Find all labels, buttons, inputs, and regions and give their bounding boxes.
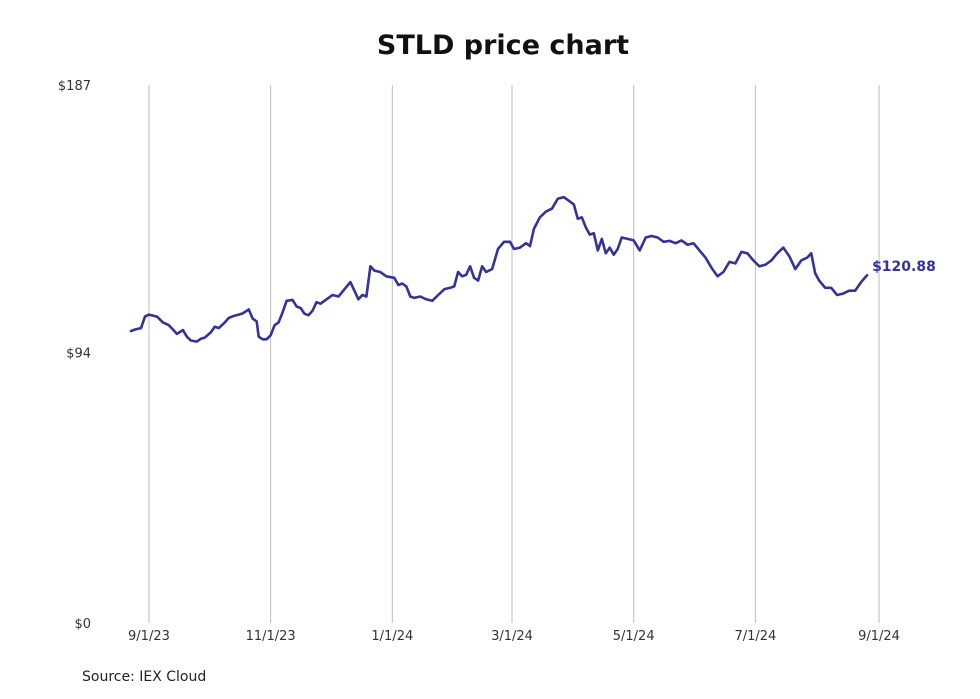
- gridlines: [148, 85, 880, 623]
- x-tick-label: 11/1/23: [246, 629, 296, 644]
- x-tick-label: 1/1/24: [371, 629, 413, 644]
- x-tick-label: 7/1/24: [734, 629, 776, 644]
- y-tick-label: $94: [66, 347, 91, 362]
- y-axis-ticks: $0 $94 $187: [58, 79, 91, 632]
- source-note: Source: IEX Cloud: [82, 669, 207, 685]
- y-tick-label: $0: [74, 617, 91, 632]
- y-tick-label: $187: [58, 79, 91, 94]
- x-axis-ticks: 9/1/23 11/1/23 1/1/24 3/1/24 5/1/24 7/1/24 9/1…: [128, 629, 900, 644]
- series-layer: $120.88: [129, 195, 936, 343]
- chart-title: STLD price chart: [376, 30, 630, 61]
- price-line: [129, 195, 869, 343]
- x-tick-label: 5/1/24: [613, 629, 655, 644]
- x-tick-label: 9/1/23: [128, 629, 170, 644]
- x-tick-label: 3/1/24: [491, 629, 533, 644]
- x-tick-label: 9/1/24: [858, 629, 900, 644]
- last-price-label: $120.88: [872, 259, 936, 275]
